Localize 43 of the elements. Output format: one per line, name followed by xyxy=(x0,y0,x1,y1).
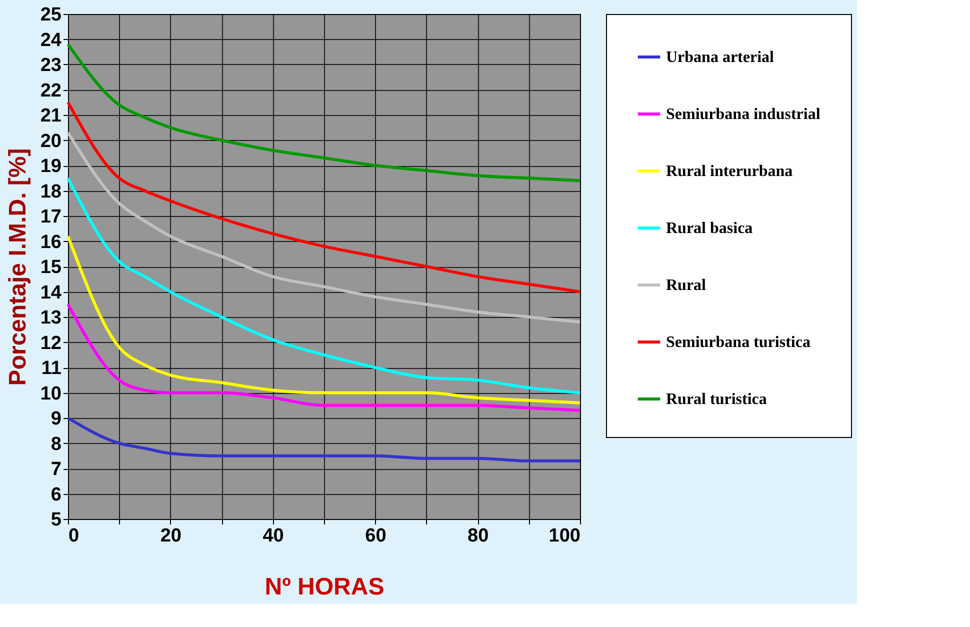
y-tick-label: 6 xyxy=(50,484,62,506)
y-tick-label: 14 xyxy=(40,282,62,304)
line-series xyxy=(66,234,582,404)
y-tick-label: 21 xyxy=(40,106,62,126)
line-series xyxy=(66,416,582,462)
x-tick-label: 80 xyxy=(468,526,489,546)
x-axis-title: Nº HORAS xyxy=(264,574,384,600)
y-tick-label: 15 xyxy=(40,257,62,278)
legend-label: Rural turistica xyxy=(666,391,767,408)
y-tick-label: 22 xyxy=(40,80,62,102)
y-tick-label: 18 xyxy=(40,181,62,202)
y-tick-label: 19 xyxy=(40,156,62,177)
y-tick-label: 23 xyxy=(40,55,62,76)
y-axis-title: Porcentaje I.M.D. [%] xyxy=(4,148,32,386)
y-tick-label: 17 xyxy=(40,206,62,228)
x-tick-label: 40 xyxy=(262,526,284,546)
y-tick-label: 16 xyxy=(40,232,62,253)
y-tick-label: 20 xyxy=(40,130,62,152)
line-series xyxy=(66,302,582,412)
line-series xyxy=(66,176,582,394)
legend-label: Rural interurbana xyxy=(666,163,793,180)
x-tick-label: 100 xyxy=(548,526,580,546)
legend-label: Rural basica xyxy=(666,220,753,237)
y-tick-label: 25 xyxy=(40,4,62,26)
y-tick-label: 12 xyxy=(40,332,62,354)
y-tick-label: 7 xyxy=(50,459,62,480)
y-tick-label: 8 xyxy=(50,434,62,455)
x-tick-label: 0 xyxy=(68,526,80,546)
y-tick-label: 13 xyxy=(40,308,62,328)
x-tick-label: 60 xyxy=(365,526,386,546)
y-tick-label: 9 xyxy=(50,408,62,430)
legend-label: Urbana arterial xyxy=(666,49,775,66)
y-tick-label: 5 xyxy=(50,510,62,530)
y-tick-label: 24 xyxy=(40,30,62,51)
legend-label: Semiurbana turistica xyxy=(666,334,810,351)
y-tick-label: 10 xyxy=(40,383,62,404)
line-series xyxy=(66,131,582,324)
line-series xyxy=(66,100,582,294)
legend-label: Rural xyxy=(666,277,707,294)
x-tick-label: 20 xyxy=(160,526,182,546)
legend-label: Semiurbana industrial xyxy=(666,106,821,123)
y-tick-label: 11 xyxy=(41,358,62,379)
line-series xyxy=(66,42,582,182)
